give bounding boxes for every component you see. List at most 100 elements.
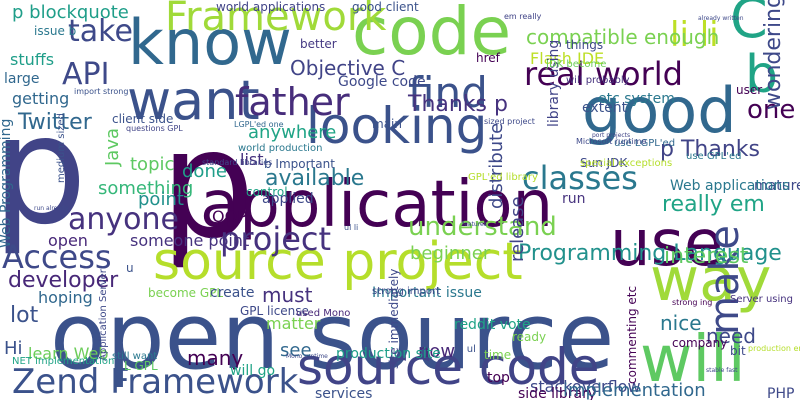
word-matter: matter	[266, 314, 321, 333]
word-make: make	[702, 225, 748, 335]
word-gpl-license: GPL license	[240, 304, 309, 318]
word-available: available	[265, 166, 364, 191]
word-anyone: anyone	[68, 202, 179, 237]
word-thanks-p: Thanks p	[407, 92, 508, 117]
word-li-ul: li ul	[458, 344, 476, 355]
word-time: time	[484, 348, 511, 362]
word-php: PHP	[767, 386, 794, 400]
word-net-implementation: NET implementation	[12, 356, 114, 367]
word-source-project: source project	[153, 232, 523, 292]
word-p: p	[160, 98, 255, 272]
word-something: something	[98, 178, 193, 199]
word-run-already: run already	[34, 205, 69, 212]
word-still-want: still want	[112, 351, 157, 362]
word-flash-ide: Flash IDE	[530, 49, 604, 68]
word-good-client: good client	[352, 0, 419, 14]
word-services: services	[315, 386, 372, 400]
word-questions-gpl: questions GPL	[126, 124, 183, 133]
word-lot: lot	[10, 303, 39, 328]
word-large: large	[4, 71, 39, 87]
word-world-applications: world applications	[216, 0, 325, 14]
word-will-probably: will probably	[566, 75, 630, 86]
word-b: b	[745, 45, 778, 105]
word-must: must	[262, 283, 313, 307]
word-production-environment: production environment	[748, 344, 800, 353]
word-hoping: hoping	[38, 288, 93, 307]
word-li-li: li li	[670, 15, 719, 55]
word-u: u	[126, 261, 134, 275]
word-create: create	[210, 285, 254, 301]
word-p: p	[0, 84, 87, 258]
word-wondering: wondering	[761, 0, 786, 110]
word-access: Access	[2, 238, 112, 276]
word-top: top	[487, 370, 510, 386]
word-used-mono: used Mono	[296, 308, 350, 319]
word-interest: interest	[664, 244, 749, 269]
word-strong-import: strong import	[372, 286, 440, 297]
word-way: way	[650, 245, 771, 315]
word-code: code	[352, 0, 511, 70]
word-mature: mature	[754, 178, 800, 194]
word-nice: nice	[660, 311, 702, 335]
word-api: API	[62, 57, 109, 92]
word-production-site: production site	[336, 346, 441, 362]
word-beginner: beginner	[410, 243, 491, 264]
word-b-important: b Important	[264, 157, 335, 171]
word-will: will	[640, 323, 746, 397]
word-client-side: client side	[112, 112, 173, 126]
word-things: things	[566, 38, 603, 52]
word-take: take	[68, 14, 133, 49]
word-many: many	[187, 346, 243, 370]
word-programming-language: Programming Language	[518, 241, 782, 266]
word-looking: looking	[306, 97, 487, 155]
word-find: find	[408, 68, 488, 117]
word-ul-li: ul li	[344, 223, 358, 232]
word-topic: topic	[130, 154, 174, 175]
word-p-blockquote: p blockquote	[12, 2, 129, 23]
word-use: use	[610, 207, 723, 281]
word-server-using: Server using	[730, 294, 793, 305]
word-good: good	[582, 74, 737, 147]
word-world-production: world production	[238, 143, 322, 154]
word-list: list	[240, 150, 264, 169]
word-main: main	[372, 117, 402, 131]
word-p-thanks: p Thanks	[660, 137, 760, 162]
word-gpl-ed-library: GPL'ed library	[468, 172, 538, 183]
word-father: father	[235, 80, 350, 124]
word-want: want	[127, 69, 260, 132]
word-already-written: already written	[698, 15, 744, 22]
word-side-library: side library	[518, 386, 596, 400]
word-done: done	[182, 161, 227, 182]
word-release: release	[507, 196, 528, 262]
word-ready: ready	[512, 330, 546, 344]
word-commenting-etc: commenting etc	[625, 286, 639, 384]
word-reddit-vote: reddit vote	[454, 317, 531, 333]
word-important-issue: Important issue	[372, 285, 482, 301]
word-point: point	[138, 189, 184, 210]
word-stackoverflow: stackoverflow	[530, 377, 641, 396]
word-understand: understand	[408, 212, 557, 242]
word-em-really: em really	[504, 12, 542, 21]
word-c: C	[730, 0, 768, 50]
word-distribute: distribute	[486, 123, 507, 209]
word-stuffs: stuffs	[10, 50, 54, 69]
word-web-programming: Web Programming	[0, 119, 14, 248]
word-someone-point: someone point	[130, 231, 249, 250]
word-control: control	[246, 185, 288, 199]
word-see: see	[280, 340, 312, 361]
word-features: features	[462, 221, 487, 228]
word-port-projects: port projects	[592, 132, 630, 139]
word-getting: getting	[12, 89, 69, 108]
word-know: know	[128, 6, 292, 79]
word-medium-sized: medium sized	[56, 113, 67, 183]
word-google-code: Google code	[338, 74, 426, 90]
word-use-lgpl-ed: use LGPL'ed	[614, 138, 675, 149]
word-extent: extent	[582, 100, 628, 116]
word-classes: classes	[522, 159, 638, 197]
word-real-world: real world	[524, 55, 683, 93]
word-href: href	[476, 51, 501, 65]
word-objective-c: Objective C	[290, 56, 405, 80]
word-zend-framework: Zend Framework	[12, 362, 299, 400]
word-bit: bit	[730, 344, 746, 358]
